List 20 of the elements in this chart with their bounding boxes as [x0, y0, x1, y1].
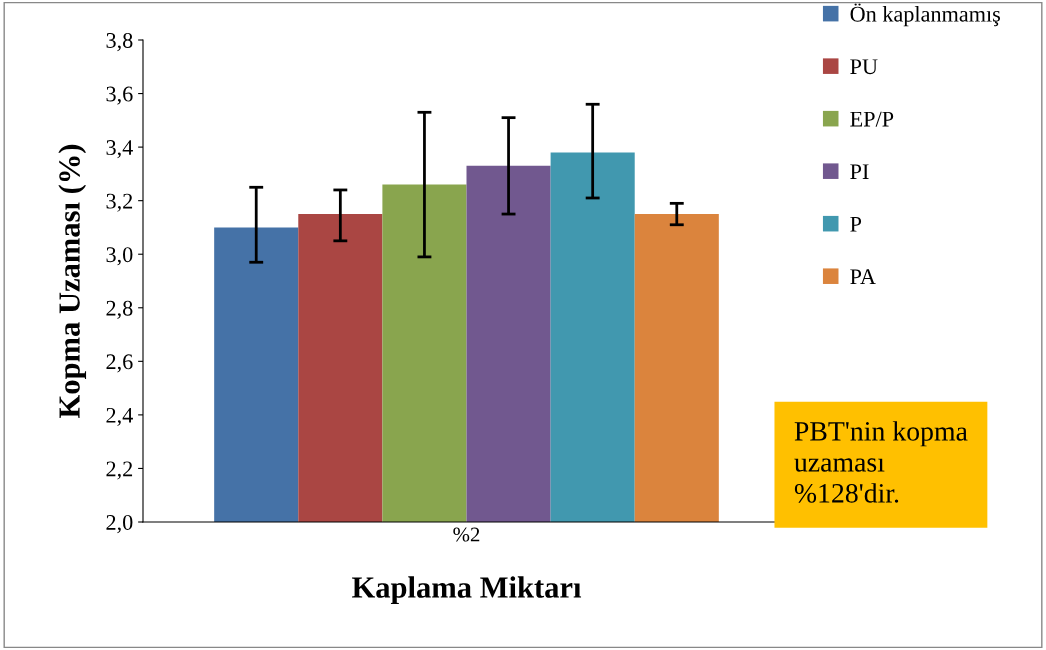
y-tick-label: 3,0 [106, 247, 133, 266]
y-tick-label: 2,2 [106, 461, 133, 480]
y-tick-label: 2,8 [106, 300, 133, 319]
y-tick-label: 2,4 [106, 407, 133, 427]
legend-label: Ön kaplanmamış [850, 3, 1001, 27]
y-tick-label: 3,4 [106, 140, 133, 159]
legend-label: P [850, 216, 862, 232]
text: PBT'nin kopma uzaması %128'dir. [794, 421, 968, 503]
x-tick-label: %2 [453, 527, 480, 542]
legend-label: PU [850, 59, 878, 75]
y-tick-label: 3,8 [106, 32, 133, 52]
y-tick-label: 2,0 [106, 514, 133, 534]
y-tick-label: 2,6 [106, 354, 133, 373]
x-axis-title: Kaplama Miktarı [352, 576, 582, 605]
legend-label: PA [850, 269, 876, 284]
y-tick-label: 3,6 [106, 86, 133, 105]
legend-label: EP/P [850, 111, 894, 127]
y-axis-title: Kopma Uzaması (%) [58, 144, 87, 418]
y-tick-label: 3,2 [106, 193, 133, 212]
legend-label: PI [850, 164, 869, 179]
